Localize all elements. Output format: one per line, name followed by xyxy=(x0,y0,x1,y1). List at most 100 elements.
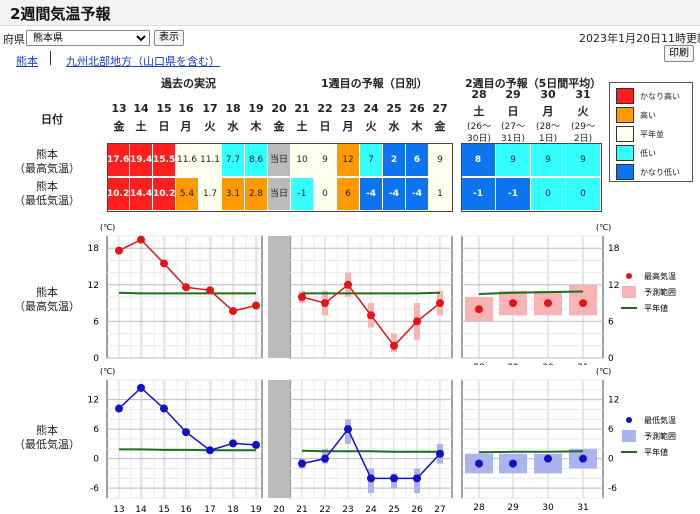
forecast-point xyxy=(413,474,421,483)
forecast-point-week2 xyxy=(579,299,587,308)
high-temp-cell: 17.6 xyxy=(107,144,130,176)
day-number: 20 xyxy=(271,102,287,115)
high-temp-cell: 7.7 xyxy=(222,144,245,176)
legend-swatch-very-high xyxy=(616,88,634,104)
x-tick-label-week2: 30 xyxy=(542,503,554,512)
day-number: 19 xyxy=(248,102,264,115)
day-weekday: 月 xyxy=(342,120,354,133)
week2-header-w: 火 xyxy=(577,105,589,118)
forecast-point xyxy=(298,459,306,468)
low-temp-cell: -1 xyxy=(291,178,314,210)
legend-label-normal: 平年値 xyxy=(644,303,668,313)
y-tick-label-left: 12 xyxy=(88,281,99,291)
low-temp-cell: 当日 xyxy=(268,178,291,210)
legend-label-temp: 最低気温 xyxy=(644,415,676,425)
y-tick-label-left: 0 xyxy=(93,354,99,364)
day-number: 22 xyxy=(317,102,333,115)
forecast-point xyxy=(436,299,444,308)
day-number: 16 xyxy=(178,102,194,115)
x-tick-label-week2: 28 xyxy=(473,503,485,512)
week2-header-r1: (27～ xyxy=(501,122,525,132)
week2-header-d: 30 xyxy=(540,88,556,101)
forecast-range-bar-week2 xyxy=(534,453,562,474)
day-number: 17 xyxy=(202,102,218,115)
chart-high-temperature: 006612121818(℃)(℃)1314151617181920212223… xyxy=(88,223,676,365)
chart-low-label-sub: （最低気温） xyxy=(14,438,80,451)
high-temp-cell: 8.6 xyxy=(245,144,268,176)
forecast-point xyxy=(321,299,329,308)
low-temp-cell: 1.7 xyxy=(199,178,222,210)
low-temp-cell: 10.2 xyxy=(153,178,176,210)
high-temp-cell: 6 xyxy=(406,144,429,176)
low-temp-week2-cell: 0 xyxy=(566,178,601,210)
row-label-low-city: 熊本 xyxy=(36,180,58,193)
observed-point xyxy=(137,383,145,392)
prefecture-select[interactable]: 熊本県 xyxy=(26,30,150,46)
forecast-point xyxy=(413,317,421,326)
day-number: 26 xyxy=(409,102,425,115)
x-tick-label-week2: 29 xyxy=(507,363,519,365)
chart-high-label-city: 熊本 xyxy=(36,286,58,299)
x-tick-label: 21 xyxy=(296,505,307,512)
forecast-point-week2 xyxy=(475,305,483,314)
low-temp-cell: 6 xyxy=(337,178,360,210)
legend-marker-range xyxy=(622,430,636,442)
normal-line-past xyxy=(118,291,256,295)
y-tick-label-right: 12 xyxy=(608,281,619,291)
x-tick-label-week2: 28 xyxy=(473,363,485,365)
today-column xyxy=(268,236,290,358)
x-tick-label: 23 xyxy=(342,505,353,512)
link-region[interactable]: 九州北部地方（山口県を含む） xyxy=(66,55,220,68)
link-separator xyxy=(50,51,51,65)
y-tick-label-left: 0 xyxy=(93,455,99,465)
week2-header-r2: 1日) xyxy=(538,134,558,144)
y-tick-label-right: 6 xyxy=(608,317,614,327)
chart-high-label: 熊本 （最高気温） xyxy=(12,286,82,314)
low-temp-cell: 1 xyxy=(429,178,452,210)
forecast-point-week2 xyxy=(544,454,552,463)
day-number: 15 xyxy=(156,102,172,115)
low-temp-cell: 5.4 xyxy=(176,178,199,210)
legend-label-range: 予測範囲 xyxy=(644,431,676,441)
high-temp-cell: 11.1 xyxy=(199,144,222,176)
day-weekday: 金 xyxy=(434,120,446,133)
high-temp-week2-cell: 9 xyxy=(566,144,601,176)
pref-label: 府県 xyxy=(3,33,25,46)
row-label-high: 熊本 （最高気温） xyxy=(12,148,82,176)
week2-header-r2: 31日) xyxy=(501,134,525,144)
legend-marker-range xyxy=(622,286,636,298)
show-button[interactable]: 表示 xyxy=(154,30,184,46)
day-number: 18 xyxy=(225,102,241,115)
normal-line-week1 xyxy=(301,449,440,453)
x-tick-label-week2: 29 xyxy=(507,503,519,512)
section-week1: 1週目の予報（日別） xyxy=(321,77,428,90)
print-button[interactable]: 印刷 xyxy=(664,45,694,62)
forecast-point-week2 xyxy=(475,459,483,468)
title-bar: 2週間気温予報 xyxy=(0,0,700,26)
low-temp-week2-cell: -1 xyxy=(496,178,531,210)
y-tick-label-left: 6 xyxy=(93,317,99,327)
high-temp-week2-cell: 8 xyxy=(461,144,496,176)
day-weekday: 火 xyxy=(365,120,377,133)
observed-point xyxy=(160,404,168,413)
link-city[interactable]: 熊本 xyxy=(16,55,38,68)
y-tick-label-right: -6 xyxy=(608,484,617,494)
legend-swatch-very-low xyxy=(616,164,634,180)
day-weekday: 水 xyxy=(227,120,239,133)
legend-label-very-high: かなり高い xyxy=(640,92,680,101)
week2-header-r1: (29～ xyxy=(571,122,595,132)
low-temp-cell: 14.4 xyxy=(130,178,153,210)
high-temp-cell: 10 xyxy=(291,144,314,176)
forecast-point xyxy=(344,280,352,289)
week2-header-w: 月 xyxy=(542,105,554,118)
normal-line-week2 xyxy=(478,290,584,295)
week2-header-r1: (28～ xyxy=(536,122,560,132)
date-label: 日付 xyxy=(41,113,63,126)
day-weekday: 火 xyxy=(204,120,216,133)
legend-marker-temp xyxy=(626,273,632,279)
row-label-low-sub: （最低気温） xyxy=(14,194,80,207)
forecast-point-week2 xyxy=(544,299,552,308)
x-tick-label: 18 xyxy=(227,505,239,512)
low-temp-cell: -4 xyxy=(360,178,383,210)
y-tick-label-left: 6 xyxy=(93,425,99,435)
